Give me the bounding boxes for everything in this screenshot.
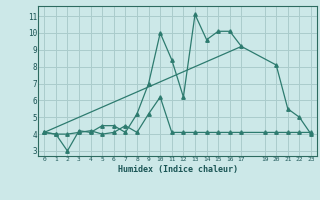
X-axis label: Humidex (Indice chaleur): Humidex (Indice chaleur) xyxy=(118,165,238,174)
